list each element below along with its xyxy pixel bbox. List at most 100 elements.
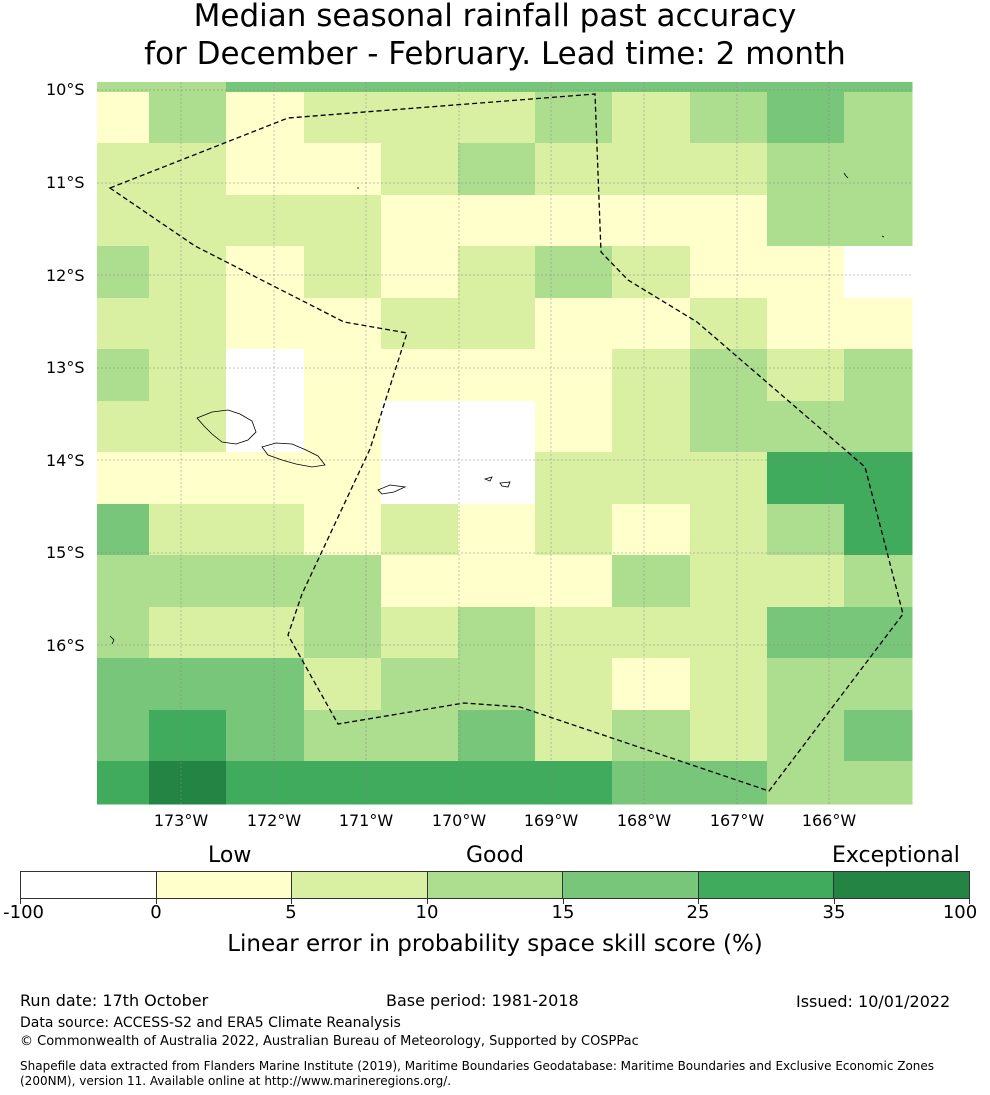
lon-label-166w: 166°W [801,811,857,830]
grid-cell [535,710,613,762]
grid-cell [844,92,913,144]
grid-cell [535,658,613,711]
small-island-west [109,635,115,645]
grid-cell [381,452,459,505]
grid-cell [767,349,845,402]
lat-label-10s: 10°S [46,80,85,99]
grid-cell [612,92,691,144]
grid-cell [767,401,845,453]
grid-cell [612,504,691,556]
grid-cell [304,607,382,659]
lon-label-169w: 169°W [523,811,579,830]
samoa-islands [109,172,885,645]
tokelau-atoll [843,172,849,179]
grid-cell [458,92,536,144]
lon-label-171w: 171°W [338,811,394,830]
colorbar-tickmark [427,899,428,904]
colorbar-segment-3 [427,872,564,898]
grid-cell [844,504,913,556]
grid-cell [304,452,382,505]
colorbar-tick-minus100: -100 [3,902,44,923]
lat-label-12s: 12°S [46,266,85,285]
base-period: Base period: 1981-2018 [386,991,579,1010]
grid-cell [690,401,768,453]
grid-cell [149,452,227,505]
grid-cell [381,710,459,762]
grid-cell [458,710,536,762]
grid-cell [458,555,536,608]
grid-cell [767,710,845,762]
grid-cell [690,555,768,608]
colorbar-tickmark [156,899,157,904]
grid-cell [767,246,845,299]
grid-cell [690,658,768,711]
grid-cell [226,401,305,453]
grid-cell [612,401,691,453]
grid-cell [535,246,613,299]
grid-cell [690,452,768,505]
grid-cell [97,452,150,505]
grid-cell [226,710,305,762]
upolu-island [261,442,326,468]
grid-cell [226,761,305,805]
grid-cell [304,195,382,247]
grid-cell [844,607,913,659]
grid-cell [381,195,459,247]
colorbar-tick-15: 15 [551,902,575,923]
grid-cell [690,246,768,299]
lon-label-173w: 173°W [153,811,209,830]
grid-cell [535,761,613,805]
grid-cell [458,761,536,805]
grid-cell [612,246,691,299]
colorbar-segment-4 [563,872,699,898]
grid-cell [149,761,227,805]
grid-cell [844,195,913,247]
grid-cell [690,298,768,350]
grid-cell [304,92,382,144]
grid-cell [226,143,305,196]
grid-cell [612,452,691,505]
grid-cell [381,246,459,299]
colorbar-segment-5 [698,872,835,898]
issued-date: Issued: 10/01/2022 [796,992,951,1011]
grid-cell [458,349,536,402]
grid-cell [226,658,305,711]
grid-cell [381,504,459,556]
skill-score-map [97,82,913,805]
grid-cell [381,143,459,196]
colorbar-tickmark [834,899,835,904]
grid-cell [149,143,227,196]
lon-label-167w: 167°W [709,811,765,830]
grid-cell [458,195,536,247]
grid-cell [690,195,768,247]
grid-cell [535,555,613,608]
grid-cell [535,452,613,505]
colorbar-tick-100: 100 [942,902,978,923]
grid-cell [97,555,150,608]
grid-cell [612,349,691,402]
grid-cell [535,92,613,144]
grid-cell [612,143,691,196]
lon-label-168w: 168°W [616,811,672,830]
lat-label-11s: 11°S [46,173,85,192]
colorbar-tickmark [291,899,292,904]
grid-cell [226,504,305,556]
grid-cell [97,195,150,247]
grid-cell [149,82,227,93]
colorbar-tick-5: 5 [285,902,297,923]
grid-cell [381,298,459,350]
grid-cell [535,143,613,196]
grid-cell [535,349,613,402]
grid-cell [767,82,845,93]
grid-cell [97,607,150,659]
grid-cell [97,658,150,711]
grid-cell [149,246,227,299]
colorbar-tickmark [563,899,564,904]
grid-cell [97,401,150,453]
grid-cell [690,349,768,402]
grid-cell [226,298,305,350]
grid-cell [97,710,150,762]
grid-cell [304,143,382,196]
colorbar-label: Linear error in probability space skill … [227,931,763,957]
grid-cell [97,82,150,93]
